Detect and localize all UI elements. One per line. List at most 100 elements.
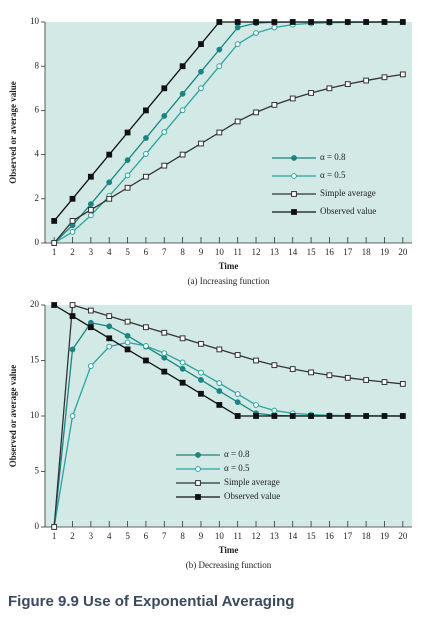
marker <box>143 343 149 349</box>
marker <box>106 323 113 330</box>
marker <box>326 19 333 25</box>
x-tick-label: 4 <box>107 247 112 257</box>
y-tick-label: 5 <box>35 466 40 476</box>
legend-label: α = 0.5 <box>224 463 250 473</box>
legend-marker <box>291 155 297 161</box>
x-tick-label: 2 <box>70 247 75 257</box>
legend-marker <box>195 494 201 500</box>
marker <box>216 402 223 408</box>
marker <box>124 332 131 339</box>
figure-title: Figure 9.9 Use of Exponential Averaging <box>8 593 294 610</box>
x-tick-label: 8 <box>180 247 185 257</box>
legend-label: α = 0.8 <box>320 152 346 162</box>
y-tick-label: 0 <box>35 237 40 247</box>
marker <box>51 524 58 530</box>
marker <box>124 339 131 346</box>
marker <box>253 357 259 364</box>
x-tick-label: 7 <box>162 247 167 257</box>
marker <box>179 107 186 114</box>
marker <box>124 172 131 179</box>
legend-label: α = 0.8 <box>224 449 250 459</box>
x-tick-label: 17 <box>343 247 353 257</box>
x-tick-label: 6 <box>144 531 149 541</box>
marker <box>344 413 351 419</box>
y-tick-label: 4 <box>35 149 40 159</box>
series-line <box>53 304 403 528</box>
x-tick-label: 13 <box>270 531 280 541</box>
marker <box>216 380 223 387</box>
x-tick-label: 18 <box>362 531 372 541</box>
marker <box>234 41 241 47</box>
marker <box>399 381 406 387</box>
marker <box>234 118 241 125</box>
x-tick-label: 7 <box>162 531 167 541</box>
marker <box>179 379 186 386</box>
marker <box>87 206 94 213</box>
marker <box>381 19 388 25</box>
marker <box>198 369 204 376</box>
series-line <box>53 304 403 417</box>
marker <box>271 407 278 414</box>
x-tick-label: 1 <box>52 247 57 257</box>
marker <box>381 379 388 385</box>
marker <box>216 129 223 136</box>
marker <box>198 140 204 147</box>
legend-label: α = 0.5 <box>320 170 346 180</box>
marker <box>234 19 241 25</box>
marker <box>69 302 76 308</box>
x-tick-label: 9 <box>199 531 204 541</box>
legend-marker <box>291 209 297 215</box>
marker <box>399 71 406 78</box>
marker <box>179 335 186 342</box>
marker <box>143 324 149 331</box>
marker <box>143 151 149 157</box>
x-tick-label: 19 <box>380 247 390 257</box>
marker <box>87 363 94 369</box>
x-tick-label: 3 <box>89 247 94 257</box>
marker <box>124 318 131 325</box>
marker <box>271 101 278 108</box>
marker <box>216 63 223 70</box>
series-line <box>53 21 403 222</box>
marker <box>234 24 241 31</box>
marker <box>216 46 223 53</box>
marker <box>106 195 113 202</box>
x-tick-label: 5 <box>125 247 130 257</box>
x-tick-label: 3 <box>89 531 94 541</box>
marker <box>308 19 314 25</box>
x-tick-label: 6 <box>144 247 149 257</box>
x-tick-label: 16 <box>325 247 335 257</box>
marker <box>271 24 278 31</box>
y-tick-label: 2 <box>35 193 40 203</box>
marker <box>179 359 186 366</box>
marker <box>69 413 76 419</box>
marker <box>289 19 296 25</box>
marker <box>363 77 370 84</box>
marker <box>308 369 314 376</box>
marker <box>289 366 296 372</box>
x-tick-label: 14 <box>288 531 298 541</box>
caption: (a) Increasing function <box>188 276 270 286</box>
marker <box>69 229 76 235</box>
marker <box>253 402 259 408</box>
series-line <box>53 73 403 244</box>
y-axis-label: Observed or average value <box>8 365 18 468</box>
marker <box>87 324 94 331</box>
marker <box>87 212 94 219</box>
marker <box>234 391 241 397</box>
x-tick-label: 12 <box>252 531 261 541</box>
marker <box>326 372 333 379</box>
marker <box>363 19 370 25</box>
legend-marker <box>291 191 297 197</box>
marker <box>106 151 113 158</box>
x-tick-label: 18 <box>362 247 372 257</box>
marker <box>161 350 168 357</box>
x-tick-label: 10 <box>215 247 225 257</box>
marker <box>87 173 94 180</box>
marker <box>87 201 94 208</box>
marker <box>198 390 204 397</box>
marker <box>198 68 204 75</box>
x-tick-label: 20 <box>398 247 408 257</box>
x-tick-label: 9 <box>199 247 204 257</box>
marker <box>161 113 168 119</box>
